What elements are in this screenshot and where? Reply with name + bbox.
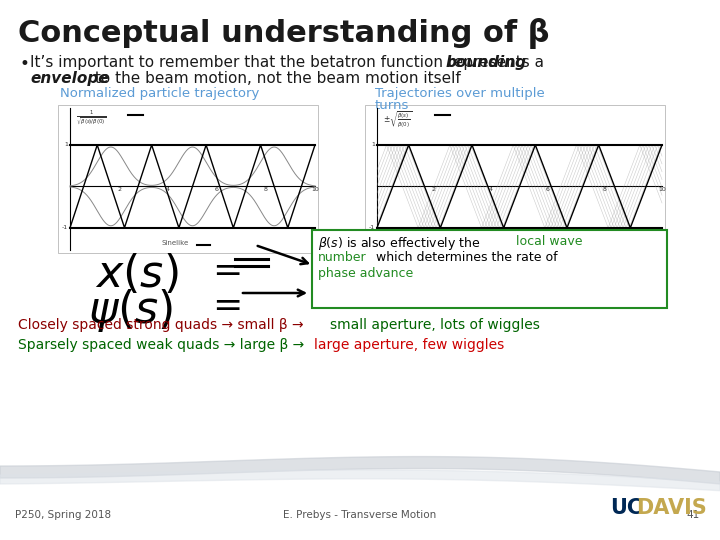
Text: 10: 10 xyxy=(311,187,319,192)
Text: $\psi(s)$: $\psi(s)$ xyxy=(88,287,174,334)
Text: $x(s)$: $x(s)$ xyxy=(95,252,179,296)
Text: local wave: local wave xyxy=(516,235,582,248)
Text: -1: -1 xyxy=(62,225,68,231)
Text: 6: 6 xyxy=(546,187,550,192)
Text: 4: 4 xyxy=(489,187,493,192)
Text: UC: UC xyxy=(610,498,642,518)
Text: DAVIS: DAVIS xyxy=(636,498,707,518)
Text: P250, Spring 2018: P250, Spring 2018 xyxy=(15,510,111,520)
Text: Conceptual understanding of β: Conceptual understanding of β xyxy=(18,18,549,49)
Text: 41: 41 xyxy=(687,510,700,520)
Text: Sinelike: Sinelike xyxy=(487,240,513,246)
Text: 4: 4 xyxy=(166,187,170,192)
Text: •: • xyxy=(20,55,30,73)
Text: which determines the rate of: which determines the rate of xyxy=(368,251,557,264)
Text: Sinelike: Sinelike xyxy=(161,240,189,246)
Text: number: number xyxy=(318,251,366,264)
Text: Sparsely spaced weak quads → large β →: Sparsely spaced weak quads → large β → xyxy=(18,338,309,352)
Text: It’s important to remember that the betatron function represents a: It’s important to remember that the beta… xyxy=(30,55,549,70)
Text: Normalized particle trajectory: Normalized particle trajectory xyxy=(60,87,259,100)
Text: large aperture, few wiggles: large aperture, few wiggles xyxy=(314,338,504,352)
Text: small aperture, lots of wiggles: small aperture, lots of wiggles xyxy=(330,318,540,332)
Text: 1: 1 xyxy=(64,143,68,147)
Bar xyxy=(58,105,318,253)
Text: 6: 6 xyxy=(215,187,219,192)
Text: $=$: $=$ xyxy=(205,252,240,286)
Text: $\frac{1}{\sqrt{\beta(s)/\beta(0)}}$: $\frac{1}{\sqrt{\beta(s)/\beta(0)}}$ xyxy=(76,109,107,127)
Text: to the beam motion, not the beam motion itself: to the beam motion, not the beam motion … xyxy=(90,71,461,86)
Text: 10: 10 xyxy=(658,187,666,192)
Text: envelope: envelope xyxy=(30,71,109,86)
Text: 8: 8 xyxy=(264,187,268,192)
Text: -1: -1 xyxy=(369,225,375,231)
Text: bounding: bounding xyxy=(446,55,527,70)
Text: $\beta(s)$ is also effectively the: $\beta(s)$ is also effectively the xyxy=(318,235,482,252)
Text: Closely spaced strong quads → small β →: Closely spaced strong quads → small β → xyxy=(18,318,308,332)
Text: 8: 8 xyxy=(603,187,607,192)
Text: 2: 2 xyxy=(117,187,121,192)
Bar xyxy=(312,230,667,308)
Text: $\pm\sqrt{\frac{\beta(s)}{\beta(0)}}$: $\pm\sqrt{\frac{\beta(s)}{\beta(0)}}$ xyxy=(383,109,413,129)
Text: Trajectories over multiple: Trajectories over multiple xyxy=(375,87,545,100)
Text: turns: turns xyxy=(375,99,410,112)
Text: E. Prebys - Transverse Motion: E. Prebys - Transverse Motion xyxy=(284,510,436,520)
Bar xyxy=(365,105,665,253)
Text: 1: 1 xyxy=(371,143,375,147)
Text: phase advance: phase advance xyxy=(318,267,413,280)
Text: 2: 2 xyxy=(432,187,436,192)
Text: $=$: $=$ xyxy=(205,287,240,321)
